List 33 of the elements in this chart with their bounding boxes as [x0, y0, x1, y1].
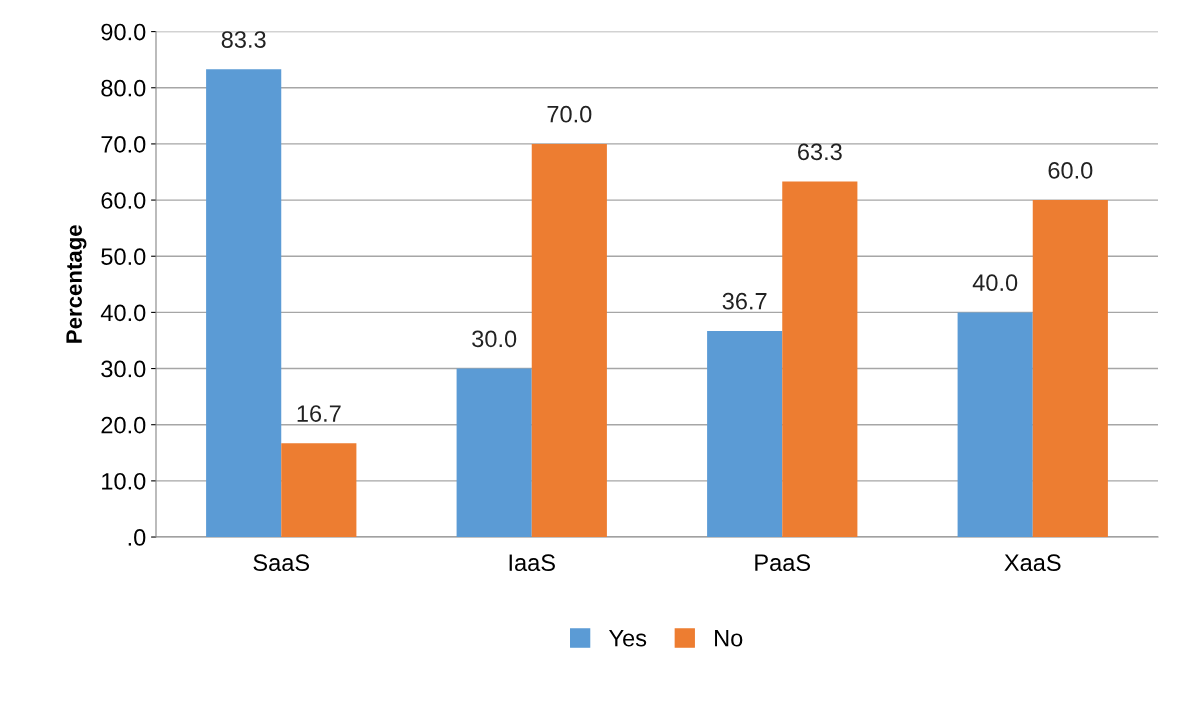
data-label: 70.0	[547, 105, 592, 123]
bar	[707, 330, 783, 538]
bar	[1032, 200, 1108, 538]
y-tick-label: 90.0	[101, 23, 146, 41]
y-tick-label: 80.0	[101, 79, 146, 97]
x-tick-label: PaaS	[755, 554, 811, 572]
bar	[281, 443, 357, 538]
y-tick-label: 70.0	[101, 135, 146, 153]
y-tick-label: 40.0	[100, 304, 146, 322]
bar	[206, 69, 282, 538]
y-tick-label: 60.0	[101, 192, 146, 209]
x-tick-label: IaaS	[509, 554, 555, 572]
y-axis-title: Percentage	[66, 225, 87, 343]
y-tick-label: 30.0	[101, 360, 146, 378]
x-tick-label: XaaS	[1004, 554, 1061, 572]
data-label: 36.7	[722, 292, 767, 310]
data-label: 16.7	[297, 405, 341, 422]
legend-label: Yes	[609, 630, 647, 647]
data-label: 40.0	[972, 274, 1018, 292]
y-tick-label: 20.0	[101, 416, 146, 434]
data-label: 63.3	[798, 143, 842, 161]
x-tick-label: SaaS	[253, 554, 310, 572]
bar	[531, 143, 607, 538]
y-tick-label: 10.0	[102, 472, 146, 490]
data-label: 30.0	[472, 330, 517, 348]
y-tick-label: .0	[128, 529, 146, 546]
bar	[782, 181, 858, 538]
bar	[957, 312, 1033, 538]
bar	[456, 368, 532, 538]
y-tick-label: 50.0	[101, 248, 146, 266]
data-label: 60.0	[1048, 162, 1093, 179]
legend-label: No	[715, 630, 743, 647]
data-label: 83.3	[221, 31, 266, 48]
